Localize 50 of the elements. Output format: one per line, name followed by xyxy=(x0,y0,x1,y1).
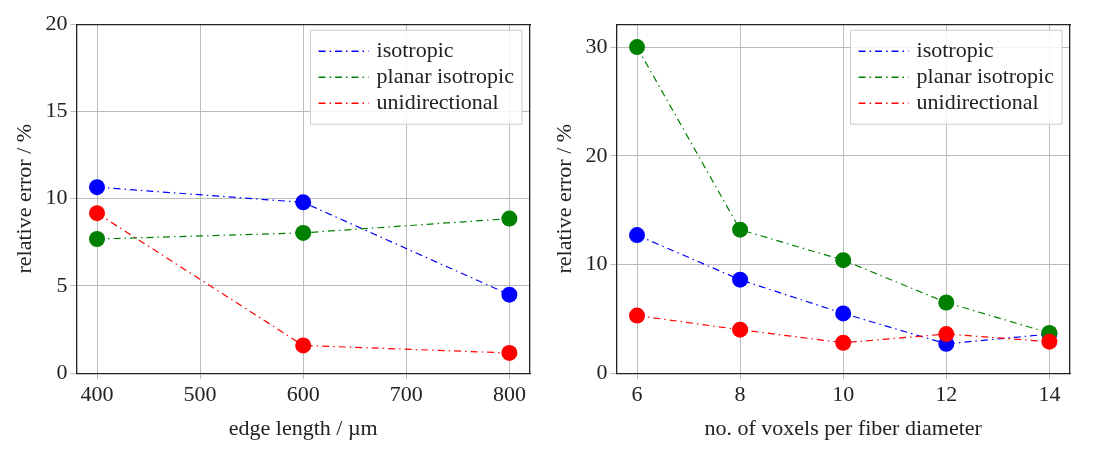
point xyxy=(501,210,518,227)
y-axis-title: relative error / % xyxy=(550,123,576,274)
point xyxy=(732,221,749,238)
x-tick-label: 400 xyxy=(80,381,114,407)
point xyxy=(938,294,955,311)
y-tick-label: 10 xyxy=(585,250,608,276)
legend-label: unidirectional xyxy=(916,88,1039,114)
x-tick-label: 10 xyxy=(832,381,855,407)
x-tick-label: 12 xyxy=(935,381,958,407)
point xyxy=(629,39,646,56)
legend-label: unidirectional xyxy=(376,88,499,114)
x-tick-label: 8 xyxy=(734,381,746,407)
point xyxy=(295,224,312,241)
y-tick-label: 20 xyxy=(45,9,68,35)
y-tick-label: 10 xyxy=(45,184,68,210)
y-tick-label: 20 xyxy=(585,141,608,167)
point xyxy=(732,321,749,338)
point xyxy=(1041,333,1058,350)
y-tick-label: 5 xyxy=(56,271,68,297)
y-axis-title: relative error / % xyxy=(10,123,36,274)
legend-label: planar isotropic xyxy=(916,62,1055,88)
point xyxy=(835,334,852,351)
x-axis-title: edge length / µm xyxy=(228,414,378,440)
point xyxy=(501,286,518,303)
x-tick-label: 700 xyxy=(389,381,423,407)
x-tick-label: 800 xyxy=(492,381,526,407)
legend-label: planar isotropic xyxy=(376,62,515,88)
point xyxy=(295,194,312,211)
x-tick-label: 500 xyxy=(183,381,217,407)
legend-label: isotropic xyxy=(916,36,994,62)
y-tick-label: 30 xyxy=(585,32,608,58)
y-tick-label: 0 xyxy=(56,358,68,384)
y-tick-label: 15 xyxy=(45,97,68,123)
y-tick-label: 0 xyxy=(596,358,608,384)
point xyxy=(501,344,518,361)
point xyxy=(89,231,106,248)
x-tick-label: 6 xyxy=(631,381,643,407)
x-axis-title: no. of voxels per fiber diameter xyxy=(704,414,983,440)
point xyxy=(89,205,106,222)
point xyxy=(629,227,646,244)
point xyxy=(629,307,646,324)
x-tick-label: 600 xyxy=(286,381,320,407)
point xyxy=(732,271,749,288)
point xyxy=(295,337,312,354)
point xyxy=(89,179,106,196)
point xyxy=(835,305,852,322)
legend-label: isotropic xyxy=(376,36,454,62)
point xyxy=(835,252,852,269)
point xyxy=(938,326,955,343)
x-tick-label: 14 xyxy=(1038,381,1061,407)
